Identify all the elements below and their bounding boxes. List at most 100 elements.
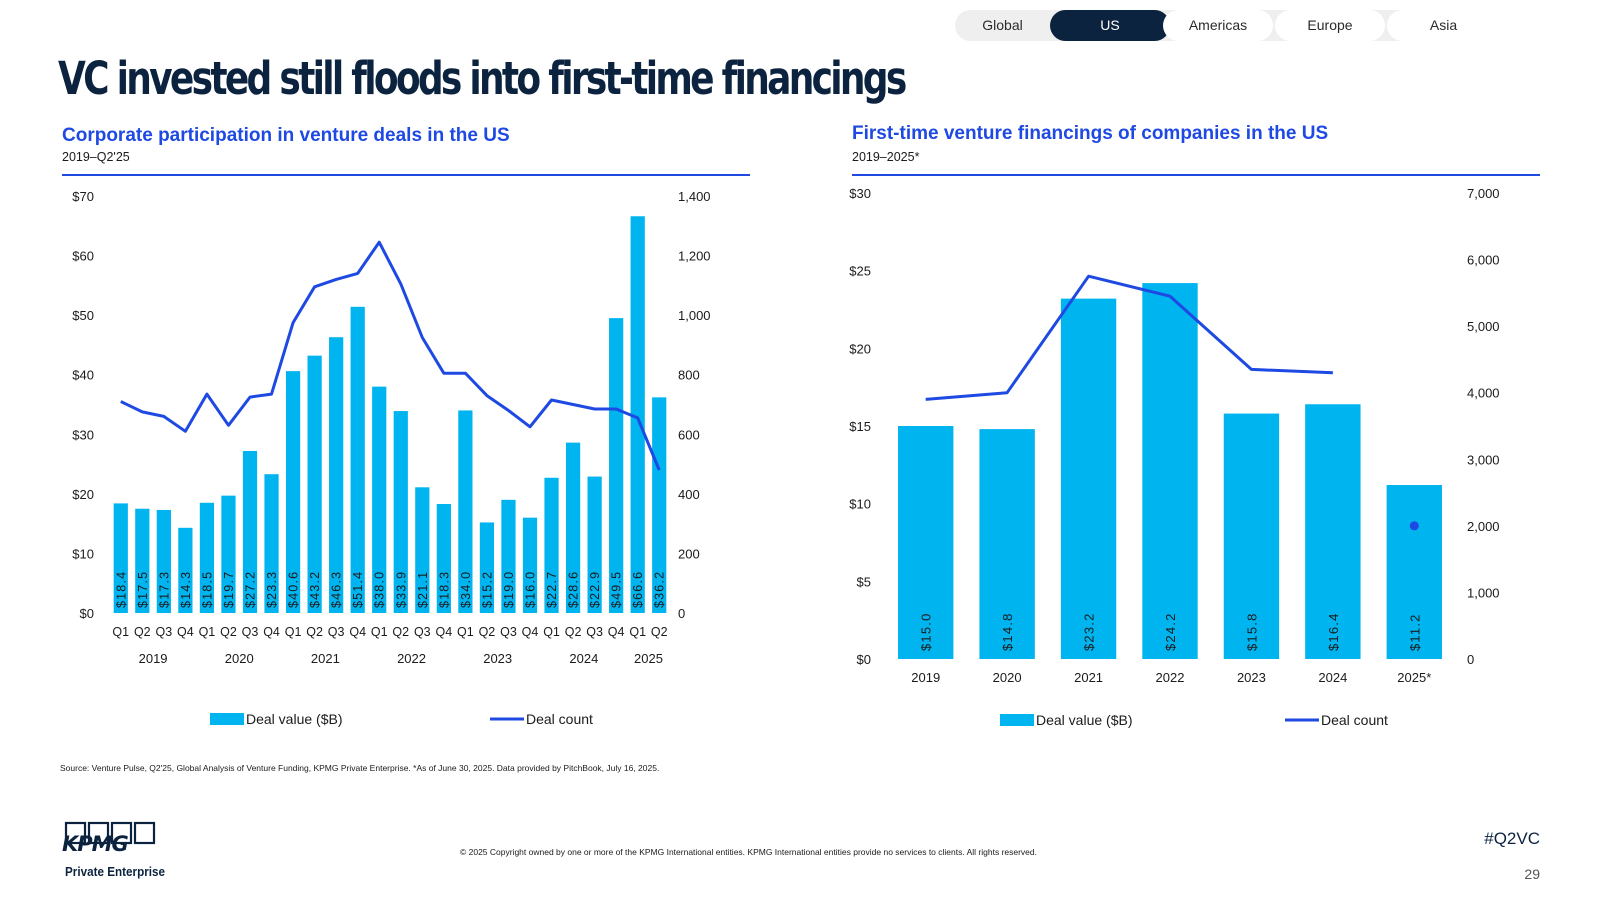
x-tick-quarter: Q2 [651,625,668,639]
source-note: Source: Venture Pulse, Q2'25, Global Ana… [60,763,660,773]
x-tick-quarter: Q4 [522,625,539,639]
bar-data-label: $17.5 [136,571,150,608]
bar-data-label: $11.2 [1407,613,1422,651]
point-deal-count-2025 [1409,521,1419,531]
y-left-tick: $50 [72,308,94,323]
bar-deal-value [156,509,171,613]
tab-asia-label: Asia [1429,17,1458,33]
chart2-first-time-financings: $0 $5 $10 $15 $20 $25 $30 0 1,000 2,000 3,000 4,000… [849,186,1500,728]
x-tick-quarter: Q2 [392,625,409,639]
bar-deal-value [242,450,258,613]
bar-data-label: $51.4 [351,571,365,608]
tab-global[interactable]: Global [982,17,1023,33]
bar-deal-value [329,337,344,613]
legend-label-deal-value: Deal value ($B) [1036,712,1133,728]
tab-europe[interactable]: Europe [1275,10,1385,41]
bar-deal-value [979,429,1035,659]
x-tick-year: 2019 [139,651,168,666]
legend-label-deal-count: Deal count [526,711,593,727]
chart1-rule [62,174,750,176]
x-tick-year: 2025* [1397,670,1431,685]
bar-deal-value [1305,404,1361,659]
bar-deal-value [652,397,667,613]
bar-data-label: $19.7 [222,571,236,608]
legend-swatch-deal-value [1000,714,1034,726]
x-tick-year: 2025 [634,651,663,666]
bar-data-label: $18.3 [437,571,451,608]
y-right-tick: 3,000 [1467,452,1500,467]
x-tick-quarter: Q1 [199,625,216,639]
y-left-tick: $25 [849,264,871,279]
chart1-corporate-participation: $0 $10 $20 $30 $40 $50 $60 $70 0 200 400 600 800 1,00… [72,189,711,727]
bar-deal-value [393,411,408,613]
y-left-tick: $10 [72,546,94,561]
bar-data-label: $22.9 [588,571,602,608]
tab-us[interactable]: US [1050,10,1170,41]
bar-data-label: $34.0 [459,571,473,608]
x-tick-quarter: Q1 [543,625,560,639]
x-tick-quarter: Q4 [349,625,366,639]
bar-deal-value [501,499,516,613]
bar-data-label: $38.0 [373,571,387,608]
kpmg-logo-subtitle: Private Enterprise [65,864,165,879]
x-tick-quarter: Q2 [479,625,496,639]
bar-data-label: $46.3 [330,571,344,608]
bar-data-label: $40.6 [287,571,301,608]
line-deal-count [120,240,661,471]
bar-data-label: $66.6 [631,571,645,608]
bar-deal-value [898,426,954,659]
y-left-tick: $40 [72,368,94,383]
y-right-tick: 0 [678,606,685,621]
y-left-tick: $60 [72,249,94,264]
bar-deal-value [285,371,301,613]
x-tick-quarter: Q1 [285,625,302,639]
bar-deal-value [630,216,645,614]
y-left-tick: $30 [849,186,871,201]
chart2-title: First-time venture financings of compani… [852,123,1329,144]
kpmg-logo-mark: KPMG Private Enterprise [62,821,165,879]
bar-deal-value [135,508,150,613]
x-tick-year: 2024 [1318,670,1347,685]
y-right-tick: 1,000 [678,308,711,323]
bar-data-label: $19.0 [502,571,516,608]
y-right-tick: 800 [678,368,700,383]
x-tick-year: 2021 [1074,670,1103,685]
bar-data-label: $17.3 [157,571,171,608]
bar-deal-value [199,502,215,613]
bar-deal-value [479,522,495,613]
y-right-tick: 2,000 [1467,519,1500,534]
bar-data-label: $14.8 [1000,612,1015,651]
y-right-tick: 400 [678,487,700,502]
x-tick-quarter: Q4 [436,625,453,639]
x-tick-quarter: Q2 [565,625,582,639]
bar-deal-value [587,476,602,613]
bar-deal-value [1142,283,1198,659]
y-right-tick: 200 [678,546,700,561]
x-tick-year: 2023 [483,651,512,666]
y-right-tick: 4,000 [1467,386,1500,401]
bar-data-label: $18.5 [200,571,214,608]
x-tick-quarter: Q3 [156,625,173,639]
page-title: VC invested still floods into first-time… [58,52,907,105]
tab-asia[interactable]: Asia [1387,10,1600,41]
hashtag: #Q2VC [1484,829,1540,848]
bar-data-label: $18.4 [114,571,128,608]
legend-label-deal-count: Deal count [1321,712,1388,728]
y-left-tick: $10 [849,497,871,512]
x-tick-quarter: Q1 [371,625,388,639]
x-tick-year: 2019 [911,670,940,685]
chart2-rule [852,174,1540,176]
x-tick-year: 2021 [311,651,340,666]
bar-data-label: $27.2 [244,571,258,608]
bar-data-label: $23.3 [265,571,279,608]
legend-label-deal-value: Deal value ($B) [246,711,343,727]
bar-deal-value [458,410,473,613]
x-tick-quarter: Q4 [263,625,280,639]
x-tick-quarter: Q3 [242,625,259,639]
tab-americas[interactable]: Americas [1163,10,1273,41]
bar-deal-value [415,487,430,613]
x-tick-quarter: Q3 [414,625,431,639]
x-tick-quarter: Q1 [112,625,129,639]
bar-deal-value [522,517,538,613]
bar-data-label: $21.1 [416,571,430,608]
